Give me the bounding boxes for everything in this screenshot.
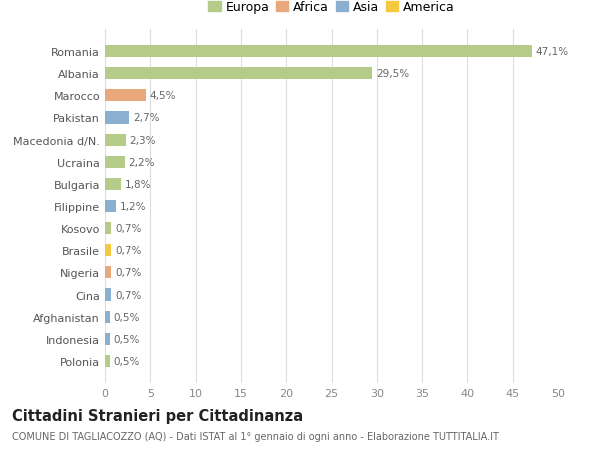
Text: 0,5%: 0,5% (113, 356, 140, 366)
Text: 0,7%: 0,7% (115, 246, 142, 256)
Text: COMUNE DI TAGLIACOZZO (AQ) - Dati ISTAT al 1° gennaio di ogni anno - Elaborazion: COMUNE DI TAGLIACOZZO (AQ) - Dati ISTAT … (12, 431, 499, 441)
Bar (105, 90, 146, 102)
Bar (105, 46, 532, 58)
Bar (105, 355, 110, 367)
Text: 2,7%: 2,7% (133, 113, 160, 123)
Text: 0,7%: 0,7% (115, 290, 142, 300)
Text: 29,5%: 29,5% (376, 69, 409, 79)
Text: 0,7%: 0,7% (115, 268, 142, 278)
Text: 47,1%: 47,1% (535, 47, 568, 57)
Bar (105, 134, 126, 146)
Text: 0,5%: 0,5% (113, 334, 140, 344)
Bar (105, 68, 372, 80)
Text: 0,7%: 0,7% (115, 224, 142, 234)
Text: 1,8%: 1,8% (125, 179, 151, 190)
Bar (105, 201, 116, 213)
Bar (105, 311, 110, 323)
Bar (105, 267, 112, 279)
Legend: Europa, Africa, Asia, America: Europa, Africa, Asia, America (206, 0, 457, 17)
Text: 0,5%: 0,5% (113, 312, 140, 322)
Bar (105, 289, 112, 301)
Bar (105, 245, 112, 257)
Bar (105, 223, 112, 235)
Bar (105, 179, 121, 190)
Text: 2,3%: 2,3% (130, 135, 156, 146)
Bar (105, 333, 110, 345)
Bar (105, 112, 130, 124)
Text: 1,2%: 1,2% (119, 202, 146, 212)
Text: 2,2%: 2,2% (128, 157, 155, 168)
Bar (105, 157, 125, 168)
Text: Cittadini Stranieri per Cittadinanza: Cittadini Stranieri per Cittadinanza (12, 408, 303, 423)
Text: 4,5%: 4,5% (149, 91, 176, 101)
